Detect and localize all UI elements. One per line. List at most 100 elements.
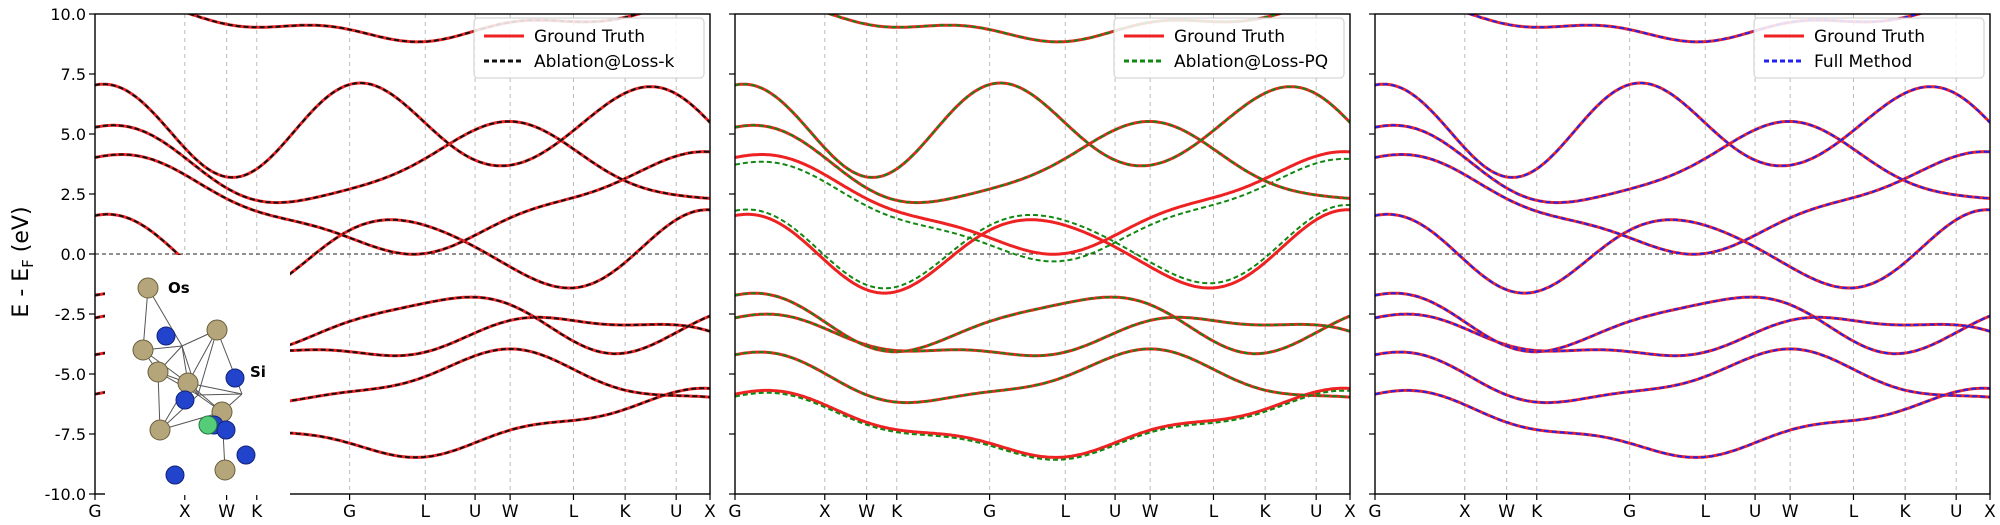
x-tick-label: W	[1782, 502, 1799, 522]
x-tick-label: L	[421, 502, 431, 522]
pred-band-line	[95, 150, 710, 256]
os-atom	[214, 459, 236, 481]
x-tick-label: G	[728, 502, 741, 522]
truth-band-line	[735, 208, 1350, 295]
x-tick-label: W	[218, 502, 235, 522]
truth-band-line	[735, 312, 1350, 358]
si-atom	[175, 390, 195, 410]
truth-band-line	[95, 150, 710, 256]
pred-band-line	[95, 120, 710, 204]
pred-band-line	[1375, 82, 1990, 179]
x-tick-label: K	[1531, 502, 1543, 522]
y-tick-label: 0.0	[61, 245, 86, 264]
os-atom	[206, 319, 228, 341]
bond-line	[147, 287, 183, 347]
y-tick-label: -7.5	[55, 425, 86, 444]
x-tick-label: K	[251, 502, 263, 522]
pred-band-line	[1375, 387, 1990, 459]
truth-band-line	[1375, 120, 1990, 205]
legend-label: Ground Truth	[1174, 27, 1285, 47]
legend-label: Full Method	[1814, 52, 1912, 72]
x-tick-label: G	[983, 502, 996, 522]
x-tick-label: L	[569, 502, 579, 522]
legend: Ground Truth Full Method	[1753, 17, 1985, 79]
crystal-structure-inset: Os Si	[105, 255, 290, 495]
pred-band-line	[1375, 120, 1990, 204]
x-tick-label: L	[1061, 502, 1071, 522]
pred-band-line	[735, 389, 1350, 461]
si-atom	[216, 420, 236, 440]
x-tick-label: U	[670, 502, 682, 522]
truth-band-line	[1375, 208, 1990, 295]
x-tick-label: U	[469, 502, 481, 522]
truth-band-line	[1375, 312, 1990, 358]
legend-label: Ablation@Loss-k	[534, 52, 675, 72]
pred-band-line	[735, 347, 1350, 404]
x-tick-label: U	[1950, 502, 1962, 522]
legend: Ground Truth Ablation@Loss-PQ	[1113, 17, 1345, 79]
pred-band-line	[1375, 150, 1990, 256]
x-tick-label: U	[1310, 502, 1322, 522]
si-atom	[156, 326, 176, 346]
si-atom	[236, 445, 256, 465]
pred-band-line	[735, 313, 1350, 357]
y-tick-label: 2.5	[61, 185, 86, 204]
legend-label: Ablation@Loss-PQ	[1174, 52, 1328, 72]
pred-band-line	[735, 204, 1350, 290]
truth-band-line	[1375, 386, 1990, 459]
pred-band-line	[1375, 292, 1990, 355]
pred-band-line	[95, 82, 710, 179]
x-tick-label: X	[1344, 502, 1356, 522]
os-atom	[137, 277, 159, 299]
x-tick-label: G	[1368, 502, 1381, 522]
pred-band-line	[735, 120, 1350, 204]
pred-band-line	[735, 82, 1350, 179]
x-tick-label: G	[88, 502, 101, 522]
y-axis-label: E - EF (eV)	[9, 206, 37, 317]
pred-band-line	[1375, 313, 1990, 357]
legend: Ground Truth Ablation@Loss-k	[473, 17, 705, 79]
x-tick-label: G	[1623, 502, 1636, 522]
x-tick-label: K	[1900, 502, 1912, 522]
truth-band-line	[1375, 150, 1990, 256]
x-tick-label: L	[1849, 502, 1859, 522]
x-tick-label: X	[179, 502, 191, 522]
os-atom	[147, 361, 169, 383]
legend-label: Ground Truth	[534, 27, 645, 47]
band-lines	[1375, 14, 1990, 459]
x-tick-label: X	[1984, 502, 1996, 522]
x-tick-label: X	[1459, 502, 1471, 522]
atom-label-si: Si	[250, 363, 266, 381]
truth-band-line	[95, 120, 710, 205]
legend-label: Ground Truth	[1814, 27, 1925, 47]
y-tick-label: -10.0	[45, 485, 86, 504]
pred-band-line	[735, 157, 1350, 263]
y-tick-label: -2.5	[55, 305, 86, 324]
pred-band-line	[1375, 208, 1990, 295]
bond-line	[197, 393, 243, 396]
inset-background	[105, 255, 290, 495]
os-atom	[149, 419, 171, 441]
os-atom	[177, 372, 199, 394]
truth-band-line	[735, 386, 1350, 459]
x-tick-label: U	[1749, 502, 1761, 522]
atom-label-os: Os	[168, 279, 190, 297]
si-atom	[225, 368, 245, 388]
y-tick-label: 5.0	[61, 125, 86, 144]
x-tick-label: U	[1109, 502, 1121, 522]
x-tick-label: W	[502, 502, 519, 522]
x-tick-label: W	[1142, 502, 1159, 522]
x-tick-label: W	[858, 502, 875, 522]
center-atom	[198, 415, 218, 435]
si-atom	[165, 465, 185, 485]
x-tick-label: X	[819, 502, 831, 522]
y-tick-label: -5.0	[55, 365, 86, 384]
bond-line	[159, 411, 223, 431]
pred-band-line	[1375, 347, 1990, 404]
x-tick-label: K	[891, 502, 903, 522]
truth-band-line	[735, 120, 1350, 205]
bond-line	[197, 329, 218, 396]
